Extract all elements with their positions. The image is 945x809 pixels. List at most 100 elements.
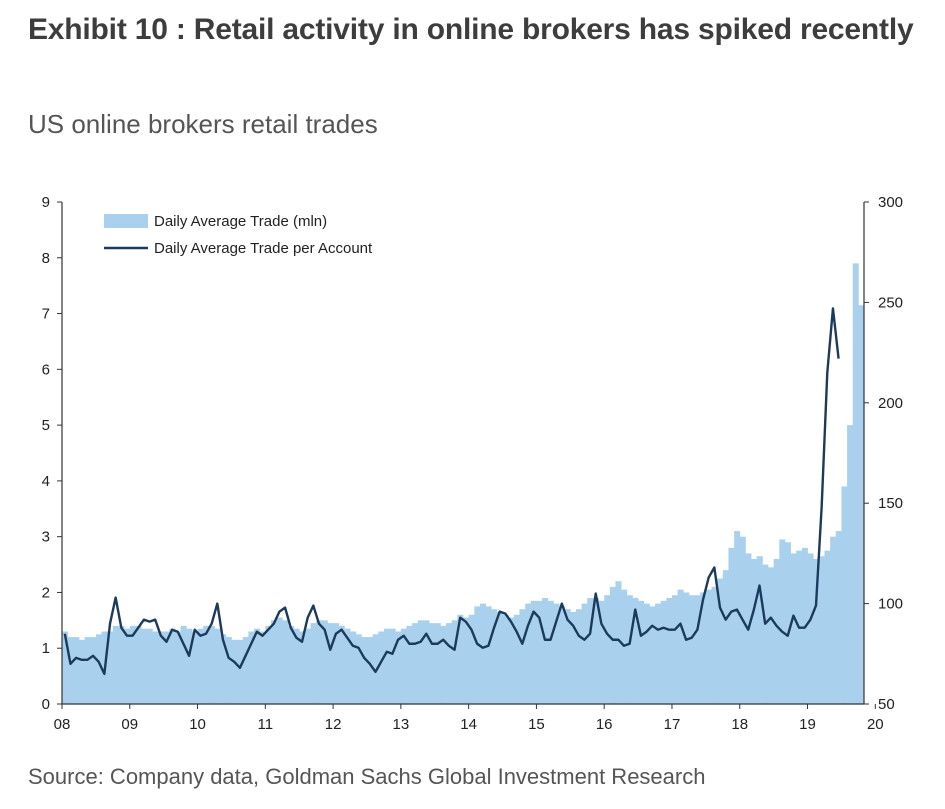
bar — [700, 592, 707, 704]
bar — [62, 631, 69, 704]
bar — [417, 620, 424, 704]
bar — [395, 631, 402, 704]
bar — [779, 539, 786, 704]
bar — [412, 623, 419, 704]
bar — [530, 600, 537, 704]
bar — [84, 637, 91, 704]
bar — [208, 625, 215, 704]
bar — [440, 625, 447, 704]
bar — [446, 623, 453, 704]
bar — [767, 567, 775, 704]
bar — [265, 625, 272, 704]
x-tick-label: 13 — [393, 716, 410, 733]
bar — [355, 634, 362, 704]
bar — [112, 625, 119, 704]
bar — [790, 553, 797, 704]
bar-series-layer — [62, 263, 865, 704]
bar — [129, 625, 136, 704]
bar — [73, 637, 80, 704]
x-tick-label: 17 — [664, 716, 681, 733]
y-tick-label: 7 — [42, 306, 50, 323]
bar — [570, 611, 577, 704]
bar — [333, 623, 340, 704]
x-tick-label: 11 — [258, 716, 274, 733]
bar — [615, 581, 622, 704]
bar — [479, 603, 486, 704]
bar — [474, 606, 481, 704]
y-tick-label: 5 — [42, 417, 50, 434]
x-tick-label: 16 — [596, 716, 613, 733]
bar — [225, 637, 232, 704]
legend-swatch-bars — [104, 214, 148, 228]
bar — [502, 614, 509, 704]
bar — [366, 637, 374, 704]
bar — [146, 628, 153, 704]
x-tick-label: 19 — [799, 716, 816, 733]
bar — [67, 637, 74, 704]
bar — [655, 603, 662, 704]
legend-label-bars: Daily Average Trade (mln) — [154, 213, 327, 230]
bar — [220, 634, 227, 704]
bar — [519, 609, 526, 704]
bar — [666, 598, 673, 704]
chart-title: Exhibit 10 : Retail activity in online b… — [28, 13, 914, 46]
bar — [242, 637, 249, 704]
bar — [350, 631, 357, 704]
bar — [400, 628, 407, 704]
bar — [705, 589, 712, 704]
x-tick-label: 08 — [54, 716, 71, 733]
y-tick-label: 8 — [42, 250, 50, 267]
y-tick-label: 4 — [42, 473, 50, 490]
bar — [485, 606, 492, 704]
chart-subtitle: US online brokers retail trades — [28, 109, 378, 139]
bar — [841, 486, 848, 704]
y-tick-label: 0 — [42, 696, 50, 713]
bar — [231, 639, 238, 704]
bar — [643, 603, 650, 704]
bar — [559, 606, 566, 704]
bar — [423, 620, 430, 704]
bar — [688, 595, 695, 704]
bar — [587, 598, 594, 704]
bar — [378, 631, 385, 704]
bar — [95, 634, 102, 704]
bar — [316, 620, 323, 704]
bar — [751, 558, 758, 704]
bar — [683, 592, 690, 704]
y2-tick-label: 150 — [878, 495, 903, 512]
bar — [717, 578, 724, 704]
line-series-layer — [63, 307, 840, 676]
bar — [135, 625, 142, 704]
bar — [609, 586, 616, 704]
bar — [677, 589, 684, 704]
x-tick-label: 10 — [189, 716, 206, 733]
x-tick-label: 18 — [731, 716, 748, 733]
bar — [711, 586, 718, 704]
bar — [90, 637, 97, 704]
bar — [237, 639, 244, 704]
bar — [321, 620, 328, 704]
bar — [592, 598, 599, 704]
x-tick-label: 20 — [867, 716, 884, 733]
bar — [491, 609, 498, 704]
bar — [513, 614, 520, 704]
legend-label-line: Daily Average Trade per Account — [154, 240, 373, 257]
bar — [649, 606, 656, 704]
x-tick-label: 14 — [460, 716, 477, 733]
bar — [835, 531, 842, 704]
y2-tick-label: 50 — [878, 696, 895, 713]
bar — [118, 625, 125, 704]
y-tick-label: 2 — [42, 584, 50, 601]
bar — [847, 425, 854, 704]
bar — [344, 628, 351, 704]
bar — [581, 603, 588, 704]
bar — [406, 625, 413, 704]
bar — [361, 637, 368, 704]
bar — [141, 628, 148, 704]
bar — [547, 600, 554, 704]
bar — [169, 628, 176, 704]
bar — [299, 631, 306, 704]
bar — [152, 631, 159, 704]
bar — [604, 595, 611, 704]
